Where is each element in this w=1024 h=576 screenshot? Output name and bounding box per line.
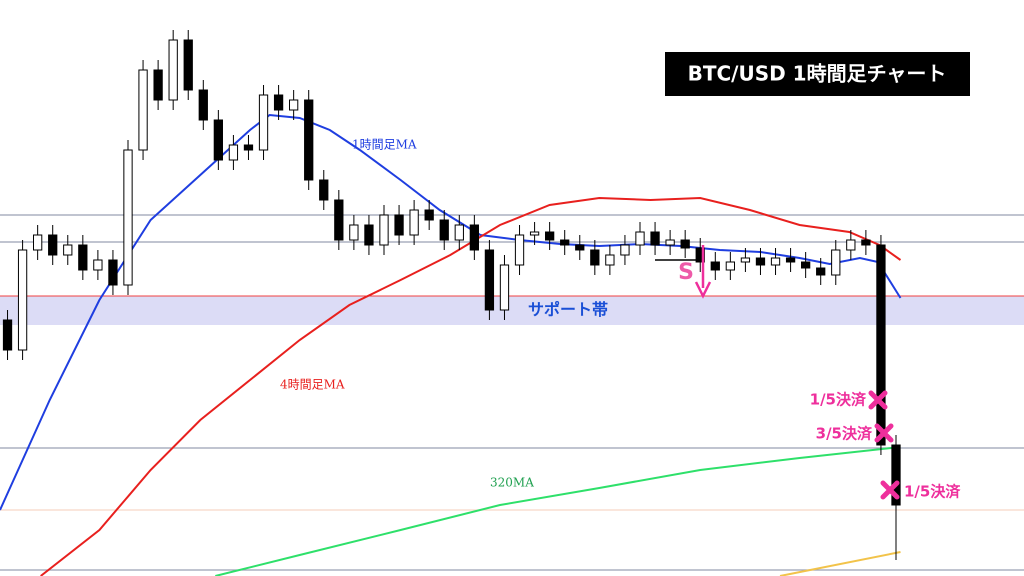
candle-body [17, 249, 28, 351]
candle-body [289, 99, 299, 111]
ma-line [779, 551, 901, 576]
candle-body [183, 39, 193, 91]
candle-body [831, 249, 841, 276]
exit-mark [868, 390, 888, 410]
overlay: BTC/USD 1時間足チャート S 1/5決済 3/5決済 1/5決済 [655, 52, 970, 501]
candle-body [138, 69, 148, 151]
chart-title: BTC/USD 1時間足チャート [688, 62, 947, 86]
candle-body [620, 244, 630, 256]
ma-label: 4時間足MA [280, 378, 345, 392]
candle-body [590, 249, 600, 266]
candle-body [258, 94, 269, 151]
candle-body [454, 224, 464, 241]
candle-body [334, 199, 344, 241]
candle-body [228, 144, 239, 161]
candle-body [439, 219, 449, 241]
signal-arrowhead [694, 281, 712, 299]
candle-body [394, 214, 404, 236]
candle-body [379, 214, 389, 246]
candle-body [755, 257, 766, 266]
exit-mark [874, 423, 894, 443]
candle-body [273, 94, 284, 111]
candle-body [78, 244, 88, 271]
exit-marks [868, 390, 900, 500]
exit-label: 1/5決済 [904, 483, 961, 501]
candle-body [650, 231, 660, 246]
signal-label: S [678, 260, 694, 285]
candle-body [243, 144, 254, 151]
candle-body [635, 231, 645, 246]
candle-body [93, 259, 103, 271]
support-label: サポート帯 [528, 300, 608, 319]
background-layer: サポート帯 [0, 113, 1024, 576]
candle-body [710, 261, 720, 271]
candle-body [33, 234, 43, 251]
candle-body [123, 149, 133, 286]
title-box [665, 52, 970, 96]
candle-body [545, 231, 555, 241]
candle-body [514, 234, 525, 266]
candle-body [484, 249, 495, 311]
candle-body [770, 257, 781, 266]
candle-body [2, 319, 13, 351]
candle-body [891, 444, 901, 506]
candle-body [469, 224, 479, 251]
ma-label: 1時間足MA [352, 138, 417, 152]
candle-body [304, 99, 314, 181]
candle-body [364, 224, 374, 246]
candle-body [695, 247, 705, 263]
candle-body [876, 244, 886, 446]
support-band [0, 296, 1024, 325]
candle-body [108, 259, 118, 286]
candle-body [725, 261, 735, 271]
candle-body [63, 244, 73, 256]
candle-body [575, 244, 585, 251]
candle-body [424, 209, 434, 221]
exit-label: 3/5決済 [816, 425, 873, 443]
candle-body [499, 264, 510, 311]
candle-body [319, 179, 329, 201]
candle-body [153, 69, 163, 101]
candle-body [605, 254, 615, 266]
candle-body [168, 39, 178, 101]
candle-body [785, 257, 796, 263]
candle-body [409, 209, 419, 236]
candle-body [48, 234, 58, 256]
ma-line [40, 196, 902, 576]
candle-body [665, 239, 675, 246]
candle-body [349, 224, 359, 241]
candle-body [816, 267, 826, 276]
ma-line [0, 113, 902, 511]
ma-line [215, 446, 901, 576]
candle-body [529, 231, 540, 236]
candle-body [680, 239, 690, 249]
exit-mark [880, 480, 900, 500]
candle-body [861, 239, 871, 246]
exit-label: 1/5決済 [810, 391, 867, 409]
candle-body [560, 239, 570, 246]
candle-body [801, 261, 811, 269]
candle-body [198, 89, 208, 121]
ma-label: 320MA [490, 476, 534, 490]
candle-body [213, 119, 223, 161]
candles [2, 30, 901, 560]
candle-body [846, 239, 856, 251]
candle-body [740, 257, 751, 263]
